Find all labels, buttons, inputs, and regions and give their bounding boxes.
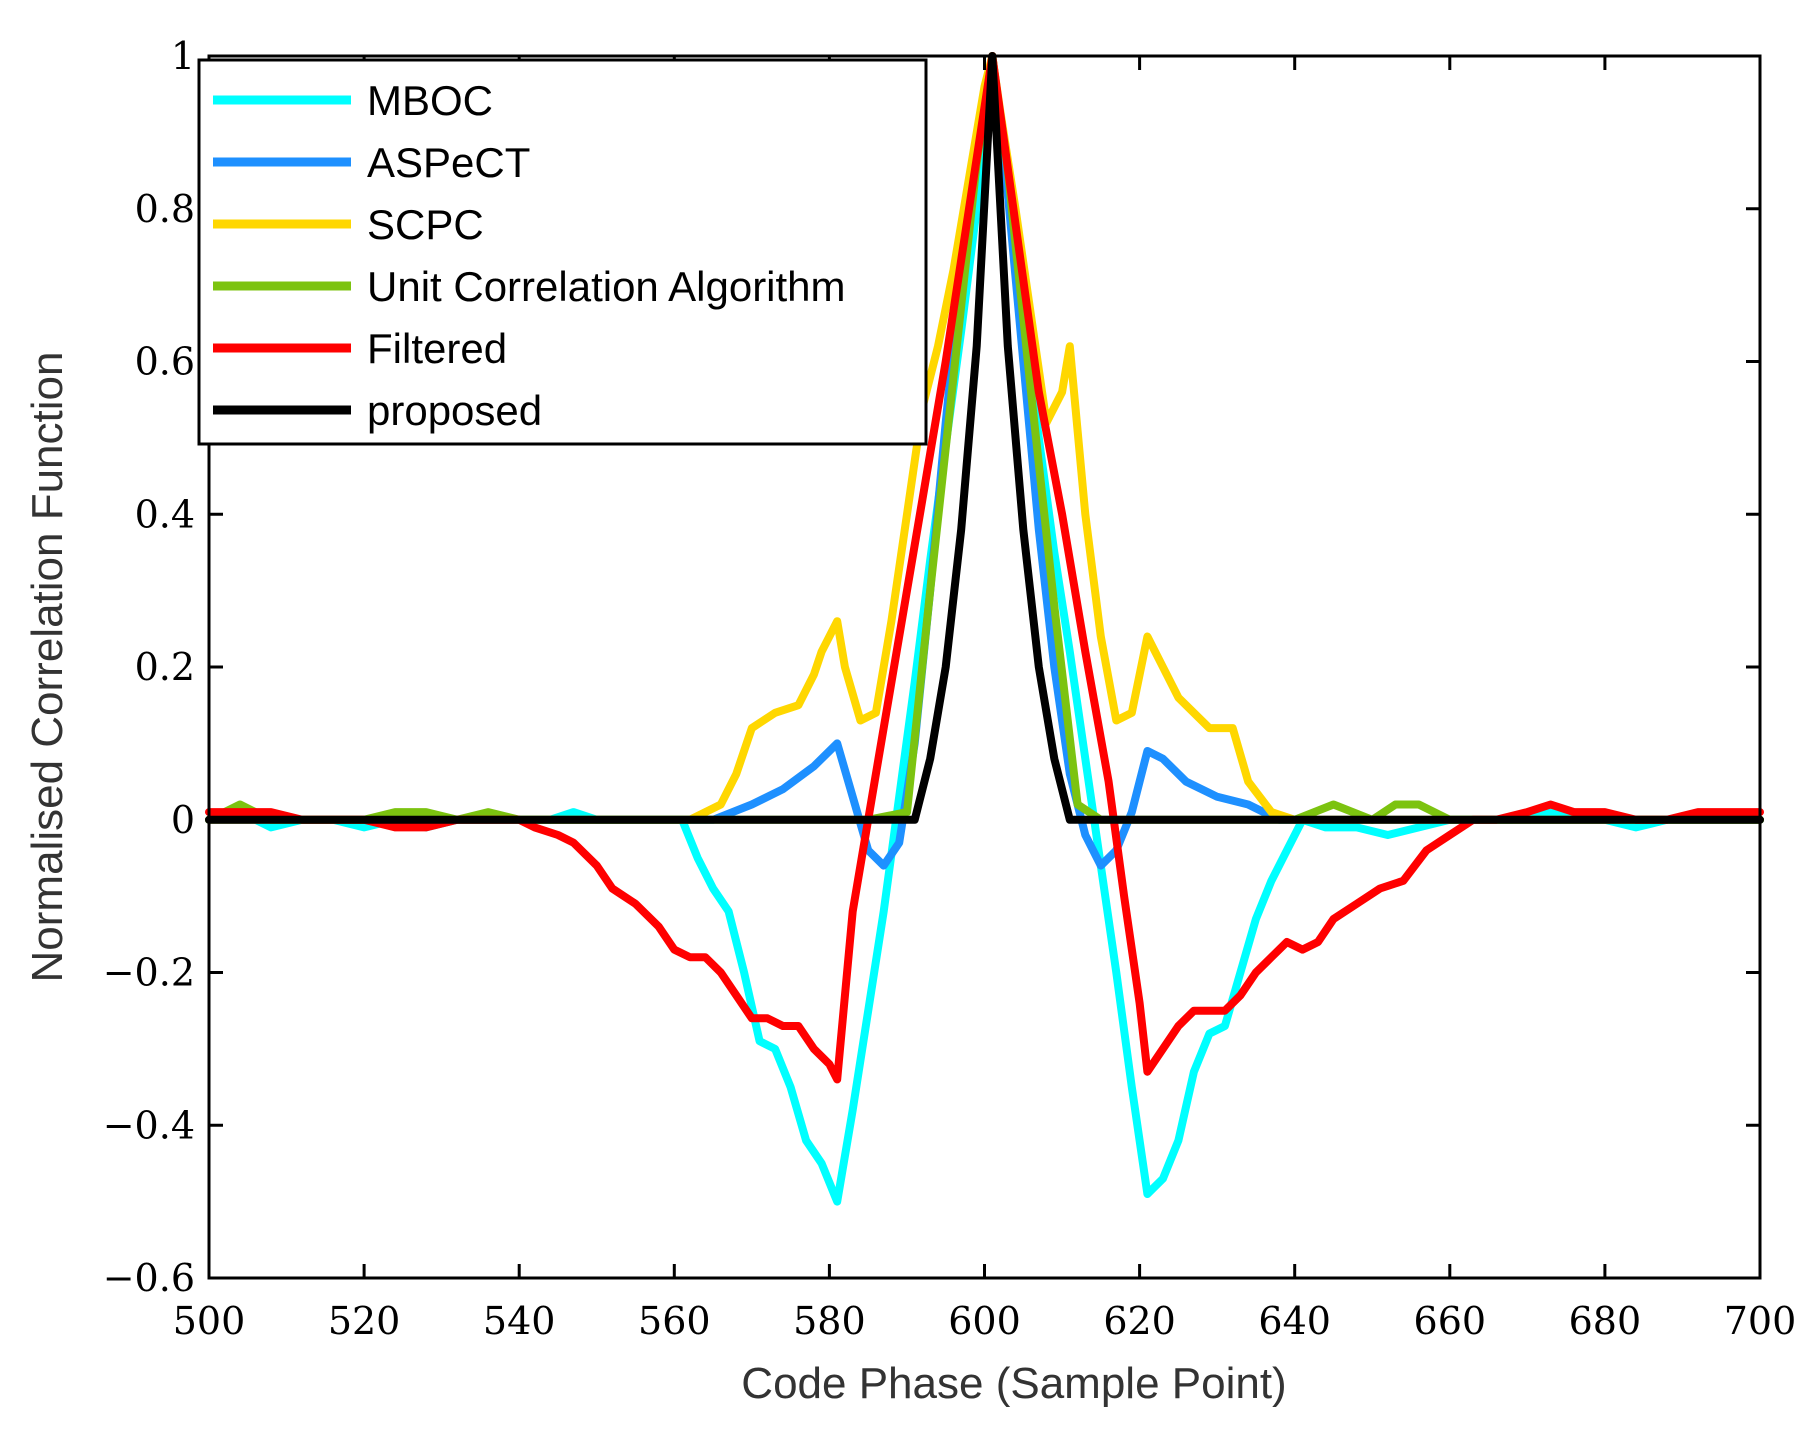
x-tick-label: 520 bbox=[328, 1299, 401, 1343]
y-tick-label: −0.2 bbox=[103, 951, 195, 995]
x-tick-label: 700 bbox=[1724, 1299, 1797, 1343]
x-tick-label: 620 bbox=[1103, 1299, 1176, 1343]
axis-ticks: 500 520 540 560 580 600 620 640 660 680 700 −0.6 −0.… bbox=[103, 34, 1797, 1343]
y-tick-label: −0.6 bbox=[103, 1256, 195, 1300]
x-tick-label: 640 bbox=[1258, 1299, 1331, 1343]
x-tick-label: 560 bbox=[638, 1299, 711, 1343]
legend-label-scpc: SCPC bbox=[367, 201, 484, 248]
y-tick-label: 1 bbox=[171, 34, 195, 78]
y-tick-label: 0.2 bbox=[135, 645, 195, 689]
legend-label-unit-correlation-algorithm: Unit Correlation Algorithm bbox=[367, 263, 846, 310]
y-tick-label: 0.4 bbox=[135, 492, 195, 536]
x-tick-label: 680 bbox=[1569, 1299, 1642, 1343]
x-axis-label: Code Phase (Sample Point) bbox=[741, 1359, 1286, 1408]
legend-box bbox=[197, 58, 928, 446]
legend: MBOC ASPeCT SCPC Unit Correlation Algorithm… bbox=[197, 58, 928, 446]
x-tick-label: 580 bbox=[793, 1299, 866, 1343]
y-tick-label: −0.4 bbox=[103, 1103, 195, 1147]
y-tick-label: 0 bbox=[171, 798, 195, 842]
x-tick-label: 600 bbox=[948, 1299, 1021, 1343]
legend-label-aspect: ASPeCT bbox=[367, 139, 530, 186]
legend-label-mboc: MBOC bbox=[367, 77, 493, 124]
x-tick-label: 500 bbox=[173, 1299, 246, 1343]
y-tick-label: 0.8 bbox=[135, 187, 195, 231]
y-axis-label: Normalised Correlation Function bbox=[23, 352, 72, 983]
x-tick-label: 540 bbox=[483, 1299, 556, 1343]
y-tick-label: 0.6 bbox=[135, 340, 195, 384]
legend-label-proposed: proposed bbox=[367, 387, 542, 434]
x-tick-label: 660 bbox=[1414, 1299, 1487, 1343]
legend-label-filtered: Filtered bbox=[367, 325, 507, 372]
